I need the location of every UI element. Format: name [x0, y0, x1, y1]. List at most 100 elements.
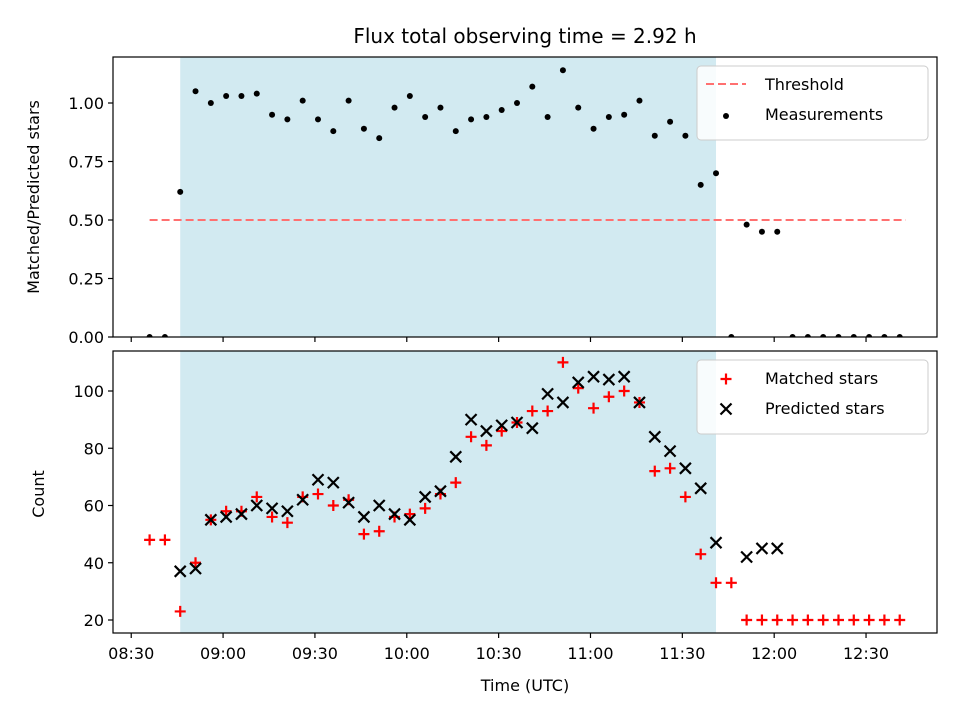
- matched-star-point: [894, 614, 906, 626]
- y-tick-label: 0.50: [68, 211, 104, 230]
- measurement-point: [651, 132, 658, 139]
- matched-star-point: [572, 382, 584, 394]
- y-tick-label: 0.25: [68, 270, 104, 289]
- measurement-point: [376, 135, 383, 142]
- measurement-point: [605, 114, 612, 121]
- measurement-point: [223, 92, 230, 99]
- predicted-star-point: [770, 542, 784, 555]
- measurement-point: [406, 92, 413, 99]
- matched-star-point: [664, 462, 676, 474]
- predicted-star-point: [357, 510, 371, 524]
- matched-star-point: [266, 511, 278, 523]
- predicted-star-point: [173, 565, 187, 578]
- measurement-point: [728, 334, 735, 337]
- matched-star-point: [174, 605, 186, 617]
- measurement-point: [713, 170, 720, 177]
- measurement-point: [483, 114, 490, 121]
- measurement-point: [774, 228, 781, 235]
- legend-box: [696, 65, 929, 141]
- matched-star-point: [159, 534, 171, 546]
- predicted-star-point: [679, 462, 692, 475]
- measurement-point: [330, 128, 337, 135]
- matched-star-point: [312, 488, 324, 500]
- matched-star-point: [327, 500, 339, 511]
- legend-measurement-swatch: [723, 113, 729, 119]
- predicted-star-point: [403, 513, 417, 527]
- matched-star-point: [358, 528, 370, 540]
- predicted-star-point: [418, 490, 432, 504]
- predicted-star-point: [663, 444, 677, 458]
- predicted-star-point: [587, 370, 600, 383]
- x-tick-label: 09:30: [292, 644, 338, 663]
- top-y-axis-label: Matched/Predicted stars: [24, 100, 43, 294]
- matched-star-point: [725, 577, 737, 589]
- measurement-point: [743, 221, 750, 228]
- matched-star-point: [603, 391, 615, 403]
- measurement-point: [621, 111, 628, 118]
- predicted-star-point: [296, 493, 309, 507]
- predicted-star-point: [464, 413, 478, 426]
- predicted-star-point: [372, 499, 386, 512]
- measurement-point: [299, 97, 306, 104]
- measurement-point: [238, 92, 245, 99]
- y-tick-label: 100: [73, 382, 104, 401]
- legend-label: Matched stars: [765, 369, 878, 388]
- predicted-star-point: [556, 396, 570, 409]
- measurement-point: [161, 334, 168, 337]
- matched-star-point: [771, 614, 783, 626]
- measurement-point: [514, 100, 521, 106]
- x-tick-label: 10:00: [384, 644, 430, 663]
- observing-interval-shade: [180, 351, 717, 633]
- x-tick-label: 12:30: [843, 644, 889, 663]
- matched-star-point: [588, 402, 600, 414]
- measurement-point: [345, 97, 352, 104]
- x-axis-label: Time (UTC): [480, 676, 569, 695]
- x-tick-label: 11:00: [567, 644, 613, 663]
- measurement-point: [437, 104, 444, 111]
- matched-star-point: [465, 431, 477, 443]
- top-panel-axes-frame: [112, 56, 938, 338]
- measurement-point: [529, 83, 536, 90]
- predicted-star-point: [602, 373, 616, 386]
- matched-star-point: [741, 614, 753, 626]
- measurement-point: [452, 128, 459, 135]
- x-tick-label: 09:00: [200, 644, 246, 663]
- predicted-star-point: [449, 450, 463, 464]
- measurement-point: [835, 334, 842, 337]
- measurement-point: [314, 116, 321, 123]
- predicted-star-point: [480, 424, 493, 438]
- matched-star-point: [496, 425, 508, 437]
- bottom-panel: 20 40 60 80 100 08:30 09:00 09:30 10:00 10:30 11:0…: [73, 350, 938, 663]
- matched-star-point: [710, 577, 722, 589]
- matched-star-point: [190, 557, 202, 569]
- measurement-point: [559, 67, 566, 74]
- bottom-y-axis-label: Count: [29, 470, 48, 518]
- measurement-point: [789, 334, 796, 337]
- legend-matched-swatch: [720, 373, 732, 385]
- predicted-star-point: [510, 416, 524, 429]
- legend-label: Measurements: [765, 105, 883, 124]
- matched-star-point: [220, 505, 232, 517]
- legend-label: Predicted stars: [765, 399, 885, 418]
- measurement-point: [758, 228, 765, 235]
- predicted-star-point: [311, 473, 325, 487]
- predicted-star-point: [740, 550, 753, 564]
- measurement-point: [667, 118, 674, 125]
- predicted-star-point: [388, 507, 401, 521]
- measurement-point: [820, 334, 827, 337]
- matched-star-point: [419, 502, 431, 514]
- matched-star-point: [832, 614, 844, 626]
- measurement-point: [360, 125, 367, 132]
- legend-label: Threshold: [764, 75, 844, 94]
- predicted-star-point: [541, 387, 554, 401]
- measurement-point: [422, 114, 429, 121]
- predicted-star-point: [694, 482, 707, 495]
- matched-star-point: [756, 614, 768, 626]
- measurement-point: [498, 107, 505, 114]
- measurement-point: [850, 334, 857, 337]
- predicted-star-point: [250, 499, 264, 512]
- y-tick-label: 1.00: [68, 94, 104, 113]
- measurement-point: [177, 188, 184, 195]
- legend-box: [696, 359, 929, 435]
